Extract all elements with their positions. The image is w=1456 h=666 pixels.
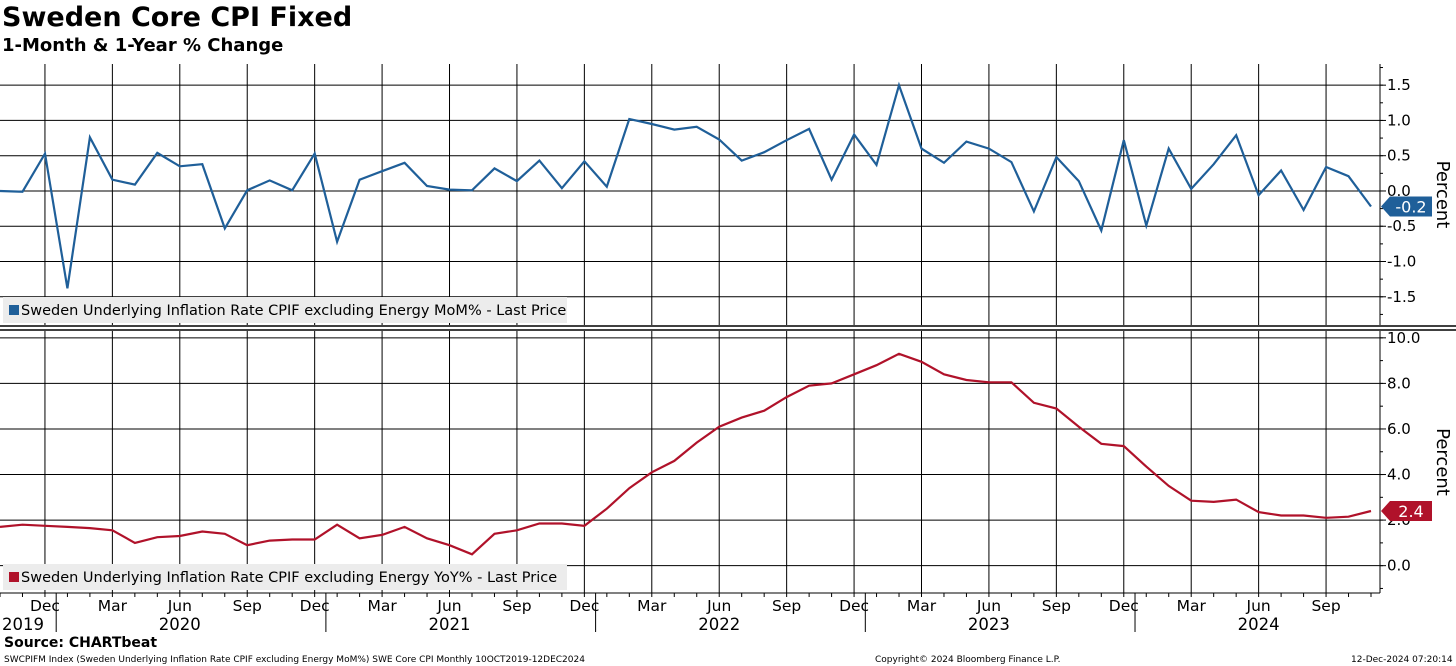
x-tick-label: Dec	[839, 597, 869, 615]
mom-last-value-label: -0.2	[1395, 197, 1426, 216]
mom-last-value-tag	[1381, 196, 1432, 217]
x-tick-label: Sep	[502, 597, 531, 615]
x-tick-label: Jun	[436, 597, 461, 615]
x-year-label: 2019	[2, 615, 44, 634]
x-tick-label: Sep	[772, 597, 801, 615]
x-tick-label: Mar	[98, 597, 128, 615]
ticker-description: SWCPIFM Index (Sweden Underlying Inflati…	[4, 655, 585, 665]
x-year-label: 2020	[159, 615, 201, 634]
x-tick-label: Jun	[167, 597, 192, 615]
copyright-note: Copyright© 2024 Bloomberg Finance L.P.	[875, 655, 1061, 665]
x-year-label: 2021	[429, 615, 471, 634]
yoy-last-value-label: 2.4	[1398, 502, 1423, 521]
x-year-label: 2022	[698, 615, 740, 634]
x-tick-label: Mar	[907, 597, 937, 615]
x-tick-label: Sep	[1311, 597, 1340, 615]
mom-y-tick-label: -0.5	[1387, 217, 1416, 235]
x-tick-label: Sep	[1042, 597, 1071, 615]
mom-legend-label: Sweden Underlying Inflation Rate CPIF ex…	[21, 303, 566, 319]
source-note: Source: CHARTbeat	[4, 635, 158, 651]
mom-y-tick-label: -1.5	[1387, 288, 1416, 306]
yoy-y-tick-label: 6.0	[1387, 420, 1411, 438]
panel-divider-bg	[0, 325, 1456, 331]
mom-legend-box	[3, 297, 567, 323]
x-tick-label: Jun	[976, 597, 1001, 615]
x-tick-label: Mar	[367, 597, 397, 615]
mom-y-tick-label: 1.5	[1387, 76, 1411, 94]
x-tick-label: Mar	[637, 597, 667, 615]
mom-y-axis-title: Percent	[1432, 161, 1453, 229]
mom-y-tick-label: 0.0	[1387, 182, 1411, 200]
mom-y-tick-label: 1.0	[1387, 111, 1411, 129]
x-tick-label: Jun	[1246, 597, 1271, 615]
yoy-y-tick-label: 8.0	[1387, 374, 1411, 392]
yoy-y-tick-label: 10.0	[1387, 329, 1420, 347]
yoy-y-tick-label: 0.0	[1387, 557, 1411, 575]
x-year-label: 2024	[1238, 615, 1280, 634]
x-tick-label: Mar	[1177, 597, 1207, 615]
timestamp: 12-Dec-2024 07:20:14	[1351, 655, 1453, 665]
chart-subtitle: 1-Month & 1-Year % Change	[2, 35, 284, 56]
mom-legend-swatch	[9, 305, 19, 315]
yoy-last-value-tag	[1381, 500, 1432, 521]
yoy-y-tick-label: 4.0	[1387, 466, 1411, 484]
x-tick-label: Dec	[300, 597, 330, 615]
chart-title: Sweden Core CPI Fixed	[2, 2, 353, 33]
mom-y-tick-label: -1.0	[1387, 253, 1416, 271]
x-tick-label: Dec	[569, 597, 599, 615]
x-tick-label: Sep	[233, 597, 262, 615]
x-tick-label: Dec	[1109, 597, 1139, 615]
mom-y-tick-label: 0.5	[1387, 147, 1411, 165]
yoy-legend-swatch	[9, 572, 19, 582]
x-year-label: 2023	[968, 615, 1010, 634]
yoy-y-axis-title: Percent	[1432, 428, 1453, 496]
x-tick-label: Jun	[706, 597, 731, 615]
yoy-series-line	[0, 352, 1372, 556]
yoy-legend-label: Sweden Underlying Inflation Rate CPIF ex…	[21, 570, 557, 586]
mom-series-line	[0, 81, 1372, 289]
x-tick-label: Dec	[30, 597, 60, 615]
yoy-legend-box	[3, 564, 567, 590]
